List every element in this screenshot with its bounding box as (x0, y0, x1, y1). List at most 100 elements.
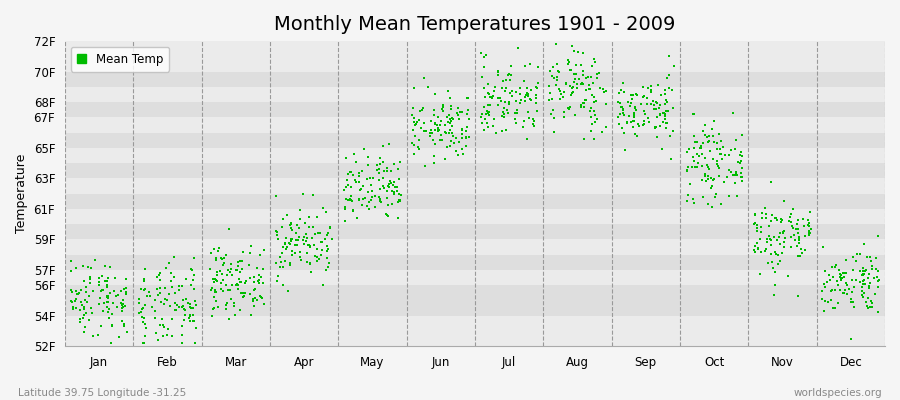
Point (443, 120, 457, 126)
Point (356, 196, 371, 202)
Point (216, 276, 230, 283)
Point (766, 265, 780, 272)
Point (117, 320, 131, 327)
Point (148, 315, 162, 321)
Point (300, 259, 314, 265)
Point (76, 278, 91, 284)
Point (481, 124, 495, 130)
Point (413, 125, 428, 132)
Point (440, 119, 454, 125)
Point (592, 70, 607, 76)
Point (613, 100, 627, 106)
Point (528, 83, 543, 90)
Point (592, 85, 607, 91)
Point (302, 224, 316, 230)
Point (310, 258, 325, 264)
Point (572, 76, 586, 82)
Point (649, 134, 663, 140)
Point (620, 119, 634, 125)
Point (83, 280, 97, 286)
Point (100, 294, 114, 300)
Point (298, 220, 312, 226)
Point (792, 236, 806, 242)
Point (747, 220, 761, 226)
Point (499, 77, 513, 83)
Point (411, 136, 426, 143)
Point (474, 114, 489, 120)
Point (92, 301, 106, 307)
Point (474, 74, 489, 81)
Point (420, 83, 435, 90)
Point (787, 232, 801, 238)
Point (617, 129, 632, 136)
Point (406, 151, 420, 157)
Point (648, 106, 662, 113)
Point (64, 267, 78, 274)
Point (481, 110, 495, 116)
Point (150, 337, 165, 343)
Point (777, 243, 791, 250)
Point (213, 268, 228, 274)
Point (709, 140, 724, 147)
Point (253, 293, 267, 300)
Point (220, 271, 234, 278)
Point (573, 104, 588, 110)
Point (667, 63, 681, 70)
Point (165, 284, 179, 290)
Point (839, 270, 853, 276)
Point (482, 112, 496, 118)
Point (797, 223, 812, 229)
Point (275, 250, 290, 256)
Point (642, 115, 656, 121)
Point (85, 265, 99, 272)
Point (489, 130, 503, 136)
Point (167, 290, 182, 297)
Point (734, 170, 748, 176)
Point (716, 144, 730, 150)
Point (657, 100, 671, 107)
Point (546, 106, 561, 113)
Point (530, 64, 544, 70)
Point (348, 177, 363, 183)
Point (696, 194, 710, 200)
Point (735, 165, 750, 171)
Point (575, 81, 590, 88)
Point (776, 229, 790, 235)
Point (94, 322, 108, 329)
Point (481, 81, 495, 87)
Point (714, 138, 728, 144)
Point (503, 63, 517, 69)
Point (791, 234, 806, 240)
Point (352, 197, 366, 204)
Point (66, 304, 80, 310)
Point (179, 276, 194, 282)
Point (113, 300, 128, 307)
Point (711, 131, 725, 137)
Point (726, 172, 741, 178)
Point (236, 249, 250, 256)
Point (92, 279, 106, 286)
Point (825, 305, 840, 311)
Point (188, 298, 202, 304)
Point (498, 88, 512, 94)
Point (183, 312, 197, 319)
Point (590, 115, 604, 122)
Point (256, 280, 271, 286)
Point (176, 332, 190, 338)
Point (372, 177, 386, 184)
Point (163, 303, 177, 310)
Bar (65, 255, 885, 270)
Point (833, 277, 848, 283)
Point (818, 284, 832, 290)
Point (510, 45, 525, 51)
Point (283, 241, 297, 247)
Point (652, 111, 667, 118)
Point (868, 291, 882, 297)
Point (857, 271, 871, 277)
Point (855, 272, 869, 278)
Point (836, 290, 850, 296)
Point (176, 297, 191, 303)
Point (853, 279, 868, 285)
Point (381, 202, 395, 208)
Point (220, 300, 235, 306)
